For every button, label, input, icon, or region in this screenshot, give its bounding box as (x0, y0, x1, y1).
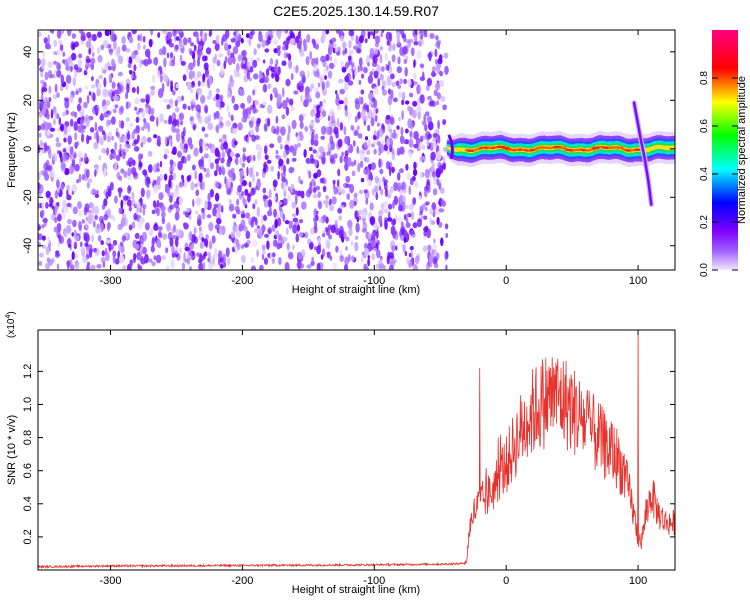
x-tick-label: -100 (363, 575, 385, 587)
spectrogram-frame (37, 29, 676, 271)
x-tick-label: 100 (629, 275, 647, 287)
colorbar-tick-label: 0.2 (699, 215, 710, 229)
y-tick-label: 1.2 (22, 364, 34, 379)
x-tick-label: -200 (231, 575, 253, 587)
x-tick-label: 100 (629, 575, 647, 587)
colorbar: 0.0 0.2 0.4 0.6 0.8 Normalized spectral ampl… (699, 30, 748, 277)
signal-band-layer (446, 100, 675, 207)
x-tick-label: -300 (100, 275, 122, 287)
y-tick-label: 0.4 (22, 496, 34, 511)
snr-x-axis-label: Height of straight line (km) (292, 584, 420, 596)
x-tick-label: -200 (231, 275, 253, 287)
y-tick-label: 0.6 (22, 463, 34, 478)
colorbar-gradient (712, 30, 738, 270)
noise-speckle-layer (38, 30, 449, 270)
svg-text:(x104): (x104) (5, 311, 17, 338)
spectrogram-y-ticks: -40 -20 0 20 40 (22, 46, 675, 254)
figure-title: C2E5.2025.130.14.59.R07 (273, 3, 439, 19)
snr-y-ticks: 0.2 0.4 0.6 0.8 1.0 1.2 (22, 364, 675, 545)
x-tick-label: 0 (503, 275, 509, 287)
x-tick-label: -300 (100, 575, 122, 587)
snr-scale-factor: (x104) (5, 311, 17, 338)
y-tick-label: 1.0 (22, 397, 34, 412)
y-tick-label: 0.8 (22, 430, 34, 445)
colorbar-tick-label: 0.0 (699, 263, 710, 277)
y-tick-label: 20 (22, 94, 34, 106)
snr-series-line (38, 330, 675, 570)
snr-frame (37, 329, 676, 571)
y-tick-label: -40 (22, 238, 34, 254)
colorbar-tick-label: 0.4 (699, 167, 710, 181)
x-tick-label: -100 (363, 275, 385, 287)
colorbar-tick-label: 0.6 (699, 119, 710, 133)
y-tick-label: 0.2 (22, 529, 34, 544)
snr-x-ticks: -300 -200 -100 0 100 (100, 330, 647, 587)
y-tick-label: 0 (22, 146, 34, 152)
spectrogram-x-ticks: -300 -200 -100 0 100 (100, 30, 647, 287)
snr-panel: -300 -200 -100 0 100 0.2 0.4 0.6 0.8 1.0 1.2 Heig… (5, 311, 676, 596)
snr-scale-label: (x10 (6, 318, 17, 338)
colorbar-ticks: 0.0 0.2 0.4 0.6 0.8 (699, 71, 738, 277)
snr-background (38, 330, 675, 570)
spectrogram-y-axis-label: Frequency (Hz) (6, 112, 18, 188)
snr-y-axis-label: SNR (10 * v/v) (6, 415, 18, 485)
y-tick-label: -20 (22, 189, 34, 205)
colorbar-tick-label: 0.8 (699, 71, 710, 85)
x-tick-label: 0 (503, 575, 509, 587)
colorbar-label: Normalized spectral amplitude (736, 76, 748, 224)
snr-scale-exponent: 4 (5, 315, 12, 319)
spectrogram-x-axis-label: Height of straight line (km) (292, 284, 420, 296)
y-tick-label: 40 (22, 46, 34, 58)
